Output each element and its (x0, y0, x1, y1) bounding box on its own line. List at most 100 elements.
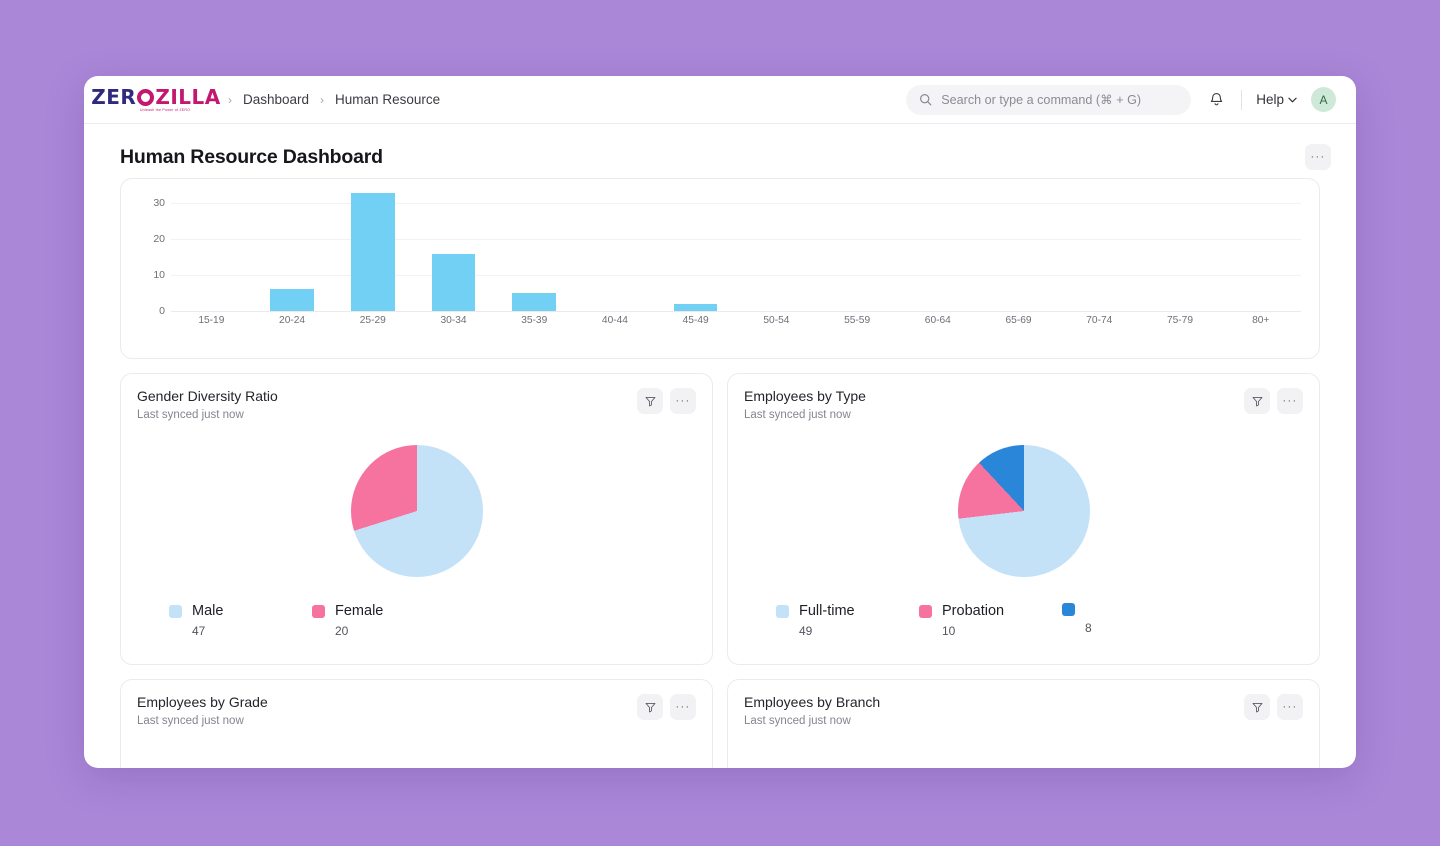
bar-column[interactable] (897, 189, 978, 311)
card-subtitle: Last synced just now (744, 715, 851, 727)
filter-button[interactable] (1244, 694, 1270, 720)
bar-column[interactable] (575, 189, 656, 311)
age-distribution-chart: 0 10 20 30 15-19 20-24 25-29 30-34 35-39 40-44 45… (133, 189, 1307, 339)
legend-swatch (1062, 603, 1075, 616)
app-header: ZER ZILLA Unleash the Power of ZERO › Da… (84, 76, 1356, 124)
zerozilla-logo[interactable]: ZER ZILLA Unleash the Power of ZERO (91, 87, 220, 112)
card-actions: ··· (637, 694, 696, 720)
chart-gridlines (171, 189, 1301, 312)
breadcrumb: › Dashboard › Human Resource (228, 92, 440, 107)
bar-column[interactable] (1140, 189, 1221, 311)
legend-label: Female (335, 603, 384, 619)
page-title: Human Resource Dashboard (120, 145, 383, 168)
bar-column[interactable] (736, 189, 817, 311)
bar-column[interactable] (655, 189, 736, 311)
card-more-button[interactable]: ··· (1277, 388, 1303, 414)
bar[interactable] (512, 293, 557, 311)
page-header: Human Resource Dashboard ··· (84, 124, 1356, 178)
breadcrumb-separator-2: › (320, 92, 325, 107)
filter-icon (645, 396, 655, 406)
bar[interactable] (351, 192, 395, 311)
card-title: Employees by Branch (744, 694, 881, 710)
filter-button[interactable] (637, 694, 663, 720)
card-actions: ··· (637, 388, 696, 414)
bar[interactable] (431, 253, 476, 311)
bar-column[interactable] (252, 189, 333, 311)
app-window: ZER ZILLA Unleash the Power of ZERO › Da… (84, 76, 1356, 768)
gridline (171, 239, 1301, 241)
avatar[interactable]: A (1311, 87, 1336, 112)
dashboard-board: 0 10 20 30 15-19 20-24 25-29 30-34 35-39 40-44 45… (84, 178, 1356, 768)
legend-item[interactable]: Male 47 (169, 603, 312, 638)
legend-item[interactable]: 8 (1062, 603, 1205, 638)
logo-o-icon (137, 88, 155, 106)
bar-column[interactable] (978, 189, 1059, 311)
legend-value: 8 (1085, 621, 1092, 635)
help-label: Help (1256, 92, 1284, 107)
legend-item[interactable]: Probation 10 (919, 603, 1062, 638)
page-more-button[interactable]: ··· (1305, 144, 1331, 170)
bar[interactable] (270, 289, 314, 311)
filter-button[interactable] (1244, 388, 1270, 414)
help-menu[interactable]: Help (1256, 92, 1297, 107)
logo-wordmark: ZER ZILLA (91, 87, 221, 107)
filter-button[interactable] (637, 388, 663, 414)
pie-card-row: Gender Diversity Ratio Last synced just … (120, 373, 1320, 665)
card-subtitle: Last synced just now (744, 409, 851, 421)
type-pie-chart (728, 427, 1319, 595)
x-tick-label: 50-54 (763, 315, 790, 326)
bar-column[interactable] (171, 189, 252, 311)
card-header: Gender Diversity Ratio Last synced just … (121, 374, 712, 421)
chart-legend: Male 47 Female 20 (121, 595, 712, 638)
legend-item[interactable]: Full-time 49 (776, 603, 919, 638)
card-more-label: ··· (1282, 394, 1298, 407)
page-more-label: ··· (1310, 150, 1326, 163)
legend-label: Full-time (799, 603, 855, 619)
legend-value: 49 (799, 624, 813, 638)
gridline (171, 275, 1301, 277)
search-placeholder: Search or type a command (⌘ + G) (941, 93, 1142, 107)
legend-label: Probation (942, 603, 1005, 619)
bar-column[interactable] (1059, 189, 1140, 311)
card-actions: ··· (1244, 694, 1303, 720)
filter-icon (1252, 396, 1262, 406)
x-tick-label: 25-29 (359, 315, 386, 326)
card-more-button[interactable]: ··· (1277, 694, 1303, 720)
card-employees-by-branch: Employees by Branch Last synced just now… (727, 679, 1320, 768)
breadcrumb-item-human-resource[interactable]: Human Resource (335, 92, 441, 107)
legend-item[interactable]: Female 20 (312, 603, 455, 638)
bar-column[interactable] (494, 189, 575, 311)
x-axis-labels: 15-19 20-24 25-29 30-34 35-39 40-44 45-49 50-54… (171, 315, 1301, 326)
gridline (171, 311, 1301, 312)
x-tick-label: 55-59 (844, 315, 871, 326)
bar-column[interactable] (1220, 189, 1301, 311)
filter-icon (1252, 702, 1262, 712)
breadcrumb-item-dashboard[interactable]: Dashboard (243, 92, 310, 107)
search-input[interactable]: Search or type a command (⌘ + G) (906, 84, 1192, 115)
card-more-button[interactable]: ··· (670, 388, 696, 414)
bell-icon[interactable] (1205, 89, 1227, 111)
bottom-card-row: Employees by Grade Last synced just now … (120, 679, 1320, 768)
card-subtitle: Last synced just now (137, 409, 244, 421)
x-tick-label: 75-79 (1166, 315, 1194, 326)
card-title: Employees by Grade (137, 694, 268, 710)
y-tick-label: 20 (153, 233, 165, 246)
header-divider (1241, 89, 1243, 110)
card-header: Employees by Grade Last synced just now … (121, 680, 712, 727)
chevron-down-icon (1288, 97, 1297, 102)
legend-label: Male (192, 603, 224, 619)
bar-column[interactable] (332, 189, 413, 311)
y-tick-label: 30 (153, 197, 165, 210)
x-tick-label: 80+ (1252, 315, 1270, 326)
bar-column[interactable] (817, 189, 898, 311)
card-header: Employees by Type Last synced just now ·… (728, 374, 1319, 421)
x-tick-label: 30-34 (440, 315, 467, 326)
bar-column[interactable] (413, 189, 494, 311)
legend-swatch (312, 604, 325, 618)
search-icon (920, 94, 932, 106)
gridline (171, 203, 1301, 205)
bar[interactable] (673, 303, 718, 311)
card-more-button[interactable]: ··· (670, 694, 696, 720)
header-right-group: Search or type a command (⌘ + G) Help A (906, 84, 1336, 115)
legend-value: 10 (942, 624, 956, 638)
